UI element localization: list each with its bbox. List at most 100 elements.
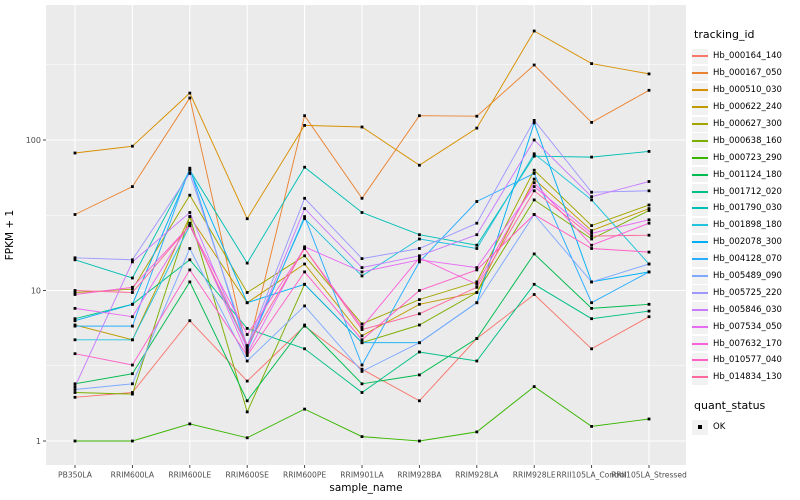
data-point xyxy=(360,196,364,200)
data-point xyxy=(73,293,77,296)
data-point xyxy=(360,211,364,214)
data-point xyxy=(188,193,192,197)
data-point xyxy=(475,291,479,294)
data-point xyxy=(647,221,651,225)
data-point xyxy=(475,233,479,237)
legend-item: Hb_000510_030 xyxy=(692,82,798,99)
data-point xyxy=(418,247,421,250)
legend-line-icon xyxy=(692,123,708,125)
x-tick-label: RRIM928LA xyxy=(455,471,499,480)
data-point xyxy=(532,152,536,156)
legend-item: Hb_014834_130 xyxy=(692,369,798,386)
data-point xyxy=(245,345,249,349)
legend-item: Hb_010577_040 xyxy=(692,352,798,369)
data-point xyxy=(418,254,421,258)
data-point xyxy=(590,224,593,227)
data-point xyxy=(647,309,651,313)
legend-line-icon xyxy=(692,55,708,58)
data-point xyxy=(303,165,306,169)
legend-item-label: Hb_001898_180 xyxy=(713,220,782,231)
data-point xyxy=(647,262,651,266)
x-tick-label: RRIM901LA xyxy=(340,471,384,480)
legend-item: Hb_000167_050 xyxy=(692,65,798,82)
legend-item-label: Hb_007632_170 xyxy=(713,338,782,349)
legend-line-icon xyxy=(692,308,708,311)
legend-item: Hb_000638_160 xyxy=(692,132,798,149)
data-point xyxy=(647,315,651,319)
data-point xyxy=(647,302,651,306)
data-point xyxy=(131,285,134,289)
data-point xyxy=(73,388,77,391)
data-point xyxy=(73,256,77,260)
data-point xyxy=(303,270,306,274)
legend-line-icon xyxy=(692,342,708,345)
legend-item-label: Hb_004128_070 xyxy=(713,254,782,265)
x-axis-title: sample_name xyxy=(329,482,402,494)
data-point xyxy=(245,436,249,440)
legend-key-swatch xyxy=(692,336,708,352)
data-point xyxy=(475,114,479,118)
data-point xyxy=(245,301,249,305)
data-point xyxy=(475,126,479,130)
legend-key-swatch xyxy=(692,82,708,98)
data-point xyxy=(131,391,134,394)
data-point xyxy=(532,168,536,172)
data-point xyxy=(73,395,77,399)
legend-item: Hb_001124_180 xyxy=(692,166,798,183)
quant-legend-title: quant_status xyxy=(694,398,766,412)
data-point xyxy=(188,221,192,225)
data-point xyxy=(590,229,593,232)
data-point xyxy=(360,325,364,329)
data-point xyxy=(131,260,134,264)
data-point xyxy=(73,258,77,262)
legend-item-label: Hb_005846_030 xyxy=(713,304,782,315)
data-point xyxy=(590,317,593,321)
legend-line-icon xyxy=(692,325,708,328)
data-point xyxy=(131,439,134,443)
data-point xyxy=(245,349,249,352)
legend-item: Hb_007632_170 xyxy=(692,335,798,352)
legend-key-swatch xyxy=(692,268,708,284)
legend-key-swatch xyxy=(692,234,708,250)
legend-key-swatch xyxy=(692,116,708,132)
legend-line-icon xyxy=(692,190,708,193)
data-point xyxy=(532,177,536,181)
data-point xyxy=(418,302,421,306)
data-point xyxy=(360,435,364,438)
legend-item: Hb_007534_050 xyxy=(692,318,798,335)
data-point xyxy=(647,417,651,421)
data-point xyxy=(303,196,306,200)
data-point xyxy=(73,324,77,328)
data-point xyxy=(590,198,593,202)
legend-item: Hb_001898_180 xyxy=(692,217,798,234)
line-chart: 1 10 100 PB350LA RRIM600LA RRIM600LE RRIM600SE… xyxy=(4,5,687,494)
data-point xyxy=(475,266,479,269)
legend-line-icon xyxy=(692,275,708,278)
legend-line-icon xyxy=(692,139,708,142)
data-point xyxy=(245,261,249,265)
data-point xyxy=(131,144,134,148)
data-point xyxy=(475,280,479,284)
legend-item-label: Hb_000638_160 xyxy=(713,135,782,146)
data-point xyxy=(188,268,192,272)
data-point xyxy=(303,245,306,249)
legend-key-swatch xyxy=(692,369,708,385)
data-point xyxy=(532,293,536,296)
data-point xyxy=(532,63,536,67)
legend-item-label: Hb_005725_220 xyxy=(713,287,782,298)
data-point xyxy=(360,338,364,342)
legend-item-label: Hb_007534_050 xyxy=(713,321,782,332)
data-point xyxy=(360,334,364,338)
x-tick-label: RRII105LA_Control xyxy=(556,471,626,480)
data-point xyxy=(590,62,593,65)
data-point xyxy=(475,359,479,363)
legend-line-icon xyxy=(692,359,708,362)
legend-item: Hb_004128_070 xyxy=(692,251,798,268)
data-point xyxy=(303,304,306,308)
legend-key-swatch xyxy=(692,319,708,335)
legend-title: tracking_id xyxy=(694,28,755,41)
data-point xyxy=(73,382,77,386)
legend-item: Hb_000164_140 xyxy=(692,48,798,65)
data-point xyxy=(418,323,421,327)
data-point xyxy=(590,280,593,284)
